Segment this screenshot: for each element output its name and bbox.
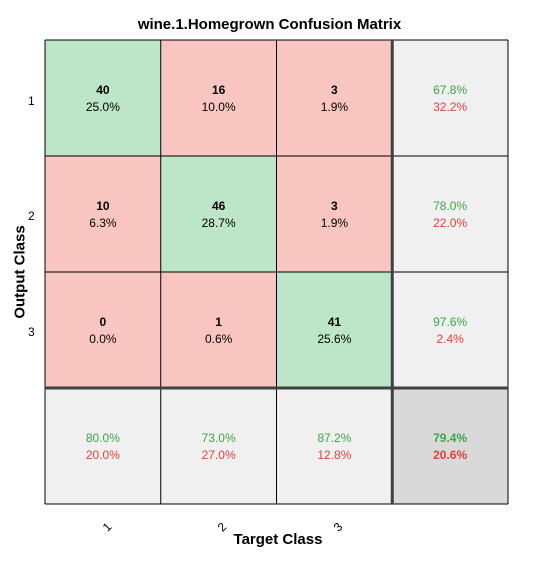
x-axis-label: Target Class: [233, 531, 323, 548]
matrix-cell: [276, 272, 393, 388]
overall-wrong: 20.6%: [433, 448, 467, 462]
cell-percent: 25.6%: [317, 332, 351, 346]
y-tick-label: 3: [28, 325, 35, 339]
row-summary-correct: 78.0%: [433, 199, 467, 213]
cell-percent: 1.9%: [321, 216, 349, 230]
col-summary-cell: [160, 388, 277, 504]
matrix-cell: [45, 40, 161, 156]
cell-count: 16: [212, 83, 226, 97]
cell-percent: 28.7%: [202, 216, 236, 230]
cell-count: 1: [215, 315, 222, 329]
matrix-cell: [45, 156, 161, 272]
matrix-cell: [45, 272, 161, 388]
row-summary-correct: 97.6%: [433, 315, 467, 329]
cell-percent: 6.3%: [89, 216, 117, 230]
cell-count: 46: [212, 199, 226, 213]
row-summary-cell: [392, 40, 508, 156]
cell-percent: 1.9%: [321, 100, 349, 114]
col-summary-cell: [276, 388, 393, 504]
cell-count: 0: [100, 315, 107, 329]
chart-title: wine.1.Homegrown Confusion Matrix: [137, 16, 402, 33]
col-summary-correct: 80.0%: [86, 431, 120, 445]
cell-count: 10: [96, 199, 110, 213]
matrix-cell: [276, 156, 393, 272]
cell-count: 41: [328, 315, 342, 329]
y-tick-label: 2: [28, 209, 35, 223]
row-summary-correct: 67.8%: [433, 83, 467, 97]
col-summary-cell: [45, 388, 161, 504]
cell-count: 3: [331, 83, 338, 97]
matrix-cell: [276, 40, 393, 156]
cell-percent: 0.6%: [205, 332, 233, 346]
cell-count: 3: [331, 199, 338, 213]
row-summary-wrong: 22.0%: [433, 216, 467, 230]
cell-percent: 25.0%: [86, 100, 120, 114]
col-summary-wrong: 20.0%: [86, 448, 120, 462]
matrix-cell: [160, 156, 277, 272]
overall-correct: 79.4%: [433, 431, 467, 445]
row-summary-cell: [392, 272, 508, 388]
col-summary-correct: 87.2%: [317, 431, 351, 445]
matrix-cell: [160, 40, 277, 156]
row-summary-wrong: 2.4%: [436, 332, 464, 346]
row-summary-cell: [392, 156, 508, 272]
cell-count: 40: [96, 83, 110, 97]
col-summary-correct: 73.0%: [202, 431, 236, 445]
matrix-cell: [160, 272, 277, 388]
y-tick-label: 1: [28, 94, 35, 108]
overall-cell: [392, 388, 508, 504]
row-summary-wrong: 32.2%: [433, 100, 467, 114]
col-summary-wrong: 27.0%: [202, 448, 236, 462]
cell-percent: 10.0%: [202, 100, 236, 114]
cell-percent: 0.0%: [89, 332, 117, 346]
col-summary-wrong: 12.8%: [317, 448, 351, 462]
